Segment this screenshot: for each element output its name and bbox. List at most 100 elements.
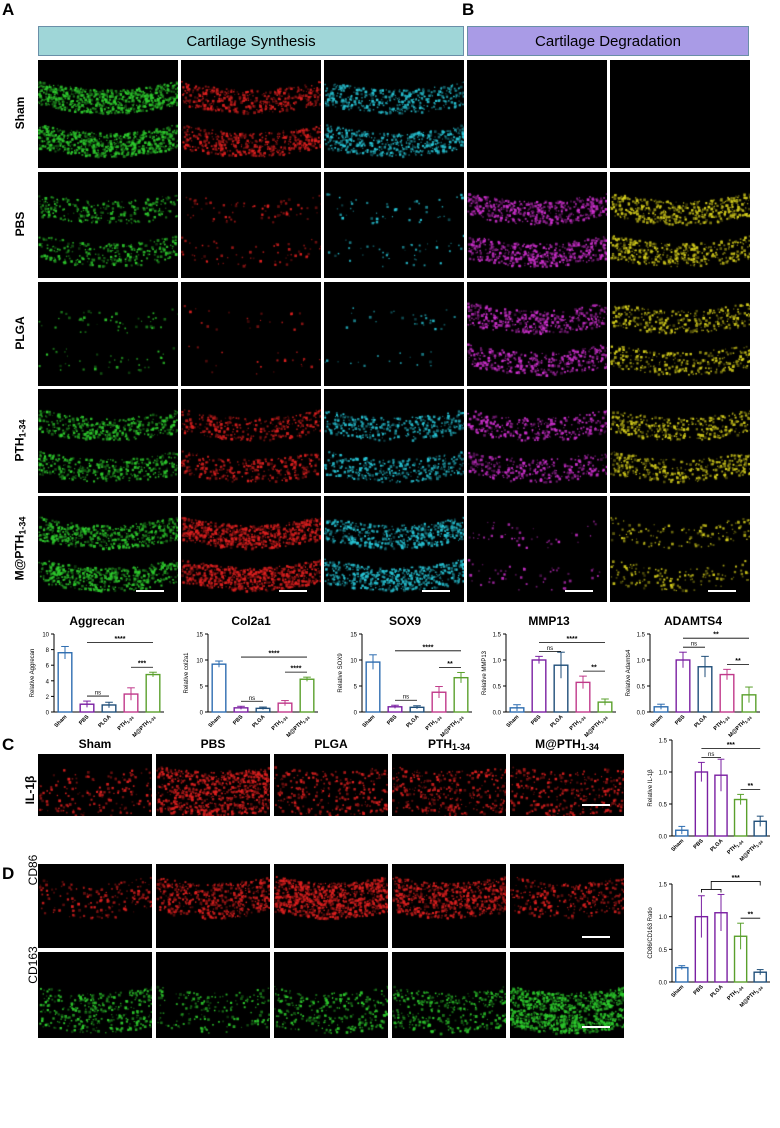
x-tick-label: PLGA [693,714,708,729]
chart-title: Col2a1 [231,614,271,628]
y-tick-label: 0 [46,711,50,717]
y-tick-label: 0.0 [659,981,668,987]
y-tick-label: 0 [354,711,358,717]
significance-label: ** [735,658,741,665]
panel-label-d: D [2,864,15,883]
y-axis-label: Relative Aggrecan [30,649,36,698]
x-tick-label: PBS [693,838,705,850]
column-label: M@PTH1-34 [510,737,624,752]
chart-sox9: SOX9 0 5 10 15 Relative SOX9 Sham PBS PLGA PTH1-… [330,614,480,739]
x-tick-label: PBS [386,714,398,726]
row-label-subscript: 1-34 [17,419,28,438]
column-label-text: PBS [200,737,226,751]
bar [299,678,315,713]
micrograph-tile [38,172,178,278]
y-tick-label: 1.5 [659,739,668,745]
y-tick-label: 0.5 [659,803,668,809]
micrograph-tile [610,172,750,278]
y-tick-label: 1.0 [493,659,502,665]
micrograph-tile [274,952,388,1038]
chart-title: Aggrecan [69,614,125,628]
x-tick-label: PTH1-34 [726,838,745,857]
row-label: PBS [13,174,27,274]
scale-bar [565,590,593,592]
x-tick-label: M@PTH1-34 [132,714,158,740]
micrograph-tile [467,60,607,168]
row-label-subscript: 1-34 [17,516,28,535]
micrograph-tile [392,864,506,948]
micrograph-tile [38,496,178,602]
chart-col2a1: Col2a1 0 5 10 15 Relative col2a1 Sham PBS PLGA P… [176,614,326,739]
x-tick-label: PLGA [549,714,564,729]
row-label: PTH1-34 [13,391,28,491]
significance-label: **** [291,666,302,673]
micrograph-tile [38,282,178,386]
x-tick-label: PBS [674,714,686,726]
y-tick-label: 15 [350,633,357,639]
micrograph-tile [181,389,321,493]
significance-label: ns [249,696,255,702]
micrograph-tile [467,172,607,278]
significance-label: **** [567,636,578,643]
micrograph-tile [324,172,464,278]
micrograph-tile [610,60,750,168]
row-label-il1b: IL-1β [23,775,37,805]
micrograph-tile [467,389,607,493]
micrograph-tile [324,496,464,602]
column-label-subscript: 1-34 [451,742,470,752]
micrograph-tile [181,60,321,168]
micrograph-tile [181,496,321,602]
y-tick-label: 1.0 [637,659,646,665]
y-tick-label: 0.5 [637,685,646,691]
x-tick-label: Sham [670,984,685,999]
chart-il1b: 0.0 0.5 1.0 1.5 Relative IL-1β Sham PBS PLGA PTH… [634,734,780,863]
row-label-text: PBS [13,211,27,237]
cartilage-degradation-banner: Cartilage Degradation [467,26,749,56]
y-tick-label: 5 [200,685,204,691]
row-label-text: Sham [13,96,27,130]
micrograph-tile [181,172,321,278]
chart-mmp13: MMP13 0.0 0.5 1.0 1.5 Relative MMP13 Sham PBS P… [474,614,624,739]
panel-label-a: A [2,0,15,19]
x-tick-label: PBS [78,714,90,726]
scale-bar [279,590,307,592]
significance-label: ** [713,632,719,639]
micrograph-tile [324,389,464,493]
x-tick-label: PBS [530,714,542,726]
micrograph-tile [324,282,464,386]
row-label: PLGA [13,283,27,383]
column-label-text: PTH [427,737,452,751]
micrograph-tile [610,282,750,386]
x-tick-label: Sham [650,714,665,729]
y-tick-label: 0.0 [493,711,502,717]
micrograph-tile [38,60,178,168]
y-tick-label: 1.0 [659,915,668,921]
significance-label: ns [547,646,553,652]
x-tick-label: PTH1-34 [713,714,732,733]
column-label-text: PLGA [314,737,348,751]
y-tick-label: 0.5 [493,685,502,691]
significance-label: ns [691,642,697,648]
cartilage-synthesis-banner: Cartilage Synthesis [38,26,464,56]
significance-label: ns [708,752,714,758]
micrograph-tile [324,60,464,168]
significance-label: ** [591,665,597,672]
column-label: Sham [38,737,152,751]
significance-label: ns [95,691,101,697]
x-tick-label: Sham [208,714,223,729]
y-tick-label: 0.5 [659,948,668,954]
micrograph-tile [156,952,270,1038]
significance-label: ** [748,783,754,790]
panel-label-c: C [2,735,15,754]
y-axis-label: Relative Adamts4 [626,649,632,696]
micrograph-tile [467,282,607,386]
y-axis-label: Relative SOX9 [338,653,344,693]
y-tick-label: 10 [42,633,49,639]
row-label-text: PTH [12,437,27,462]
y-tick-label: 8 [46,648,50,654]
x-tick-label: Sham [506,714,521,729]
micrograph-tile [510,952,624,1038]
row-label-text: M@PTH [12,534,27,581]
x-tick-label: PTH1-34 [726,984,745,1003]
significance-label: *** [732,875,740,882]
